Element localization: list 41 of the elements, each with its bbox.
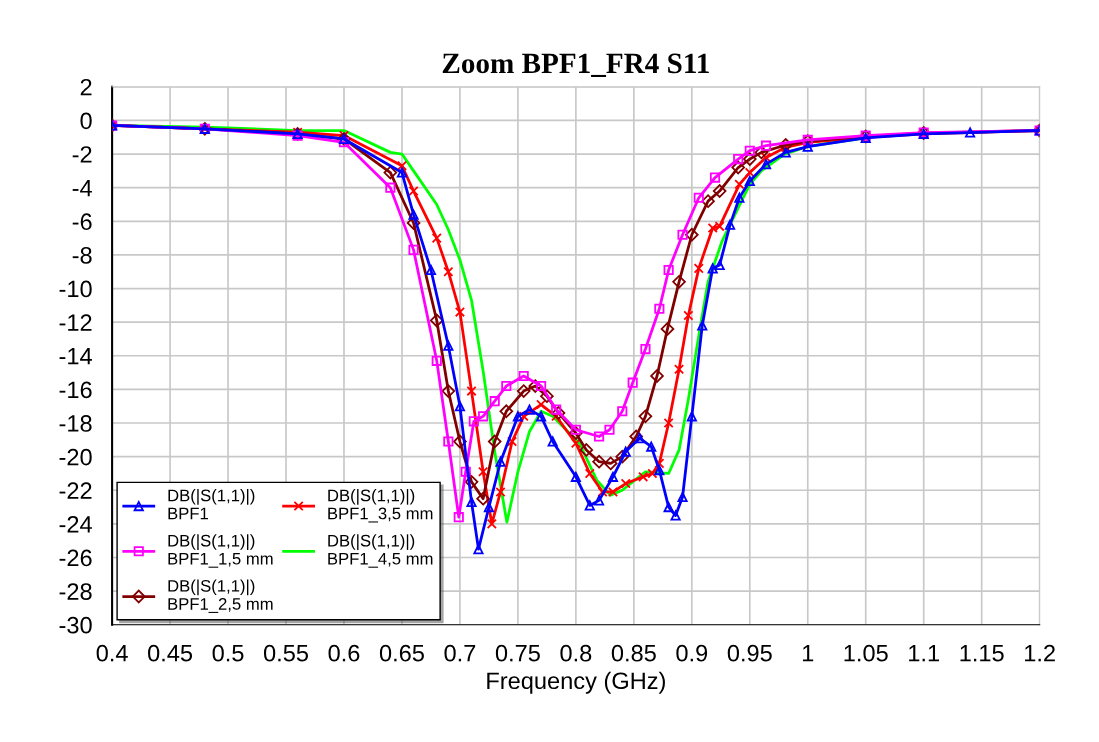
x-tick-label: 0.65: [379, 644, 424, 662]
x-tick-label: 0.5: [212, 644, 244, 662]
y-tick-label: -30: [59, 616, 92, 634]
y-tick-label: -4: [72, 179, 92, 197]
x-tick-label: 1.2: [1025, 644, 1055, 662]
legend-label: DB(|S(1,1)|) BPF1_1,5 mm: [168, 534, 273, 568]
x-tick-label: 1.15: [960, 645, 1004, 662]
legend-label: DB(|S(1,1)|) BPF1_2,5 mm: [168, 579, 273, 613]
y-tick-label: -6: [72, 213, 92, 231]
y-tick-label: 2: [80, 78, 92, 96]
y-tick-label: -24: [59, 515, 92, 533]
x-tick-label: 0.8: [560, 644, 592, 662]
y-tick-label: -10: [59, 280, 92, 298]
x-tick-label: 0.85: [611, 644, 656, 662]
x-tick-label: 1.1: [909, 645, 939, 662]
y-tick-label: -12: [59, 314, 92, 331]
y-tick-label: -28: [59, 583, 92, 600]
x-tick-label: 0.4: [96, 644, 128, 662]
chart-title: Zoom BPF1_FR4 S11: [442, 53, 709, 77]
x-tick-label: 0.75: [495, 644, 540, 662]
x-tick-label: 0.6: [328, 644, 360, 662]
legend-label: DB(|S(1,1)|) BPF1_3,5 mm: [328, 489, 433, 523]
y-tick-label: -26: [59, 549, 92, 567]
legend-label: DB(|S(1,1)|) BPF1_4,5 mm: [328, 534, 433, 568]
y-tick-label: -14: [59, 348, 92, 365]
x-tick-label: 1.05: [844, 644, 888, 662]
y-tick-label: -16: [59, 381, 92, 399]
y-tick-label: -8: [72, 246, 92, 264]
y-tick-label: 0: [80, 112, 92, 130]
x-tick-label: 0.45: [148, 644, 193, 662]
y-tick-label: -22: [59, 482, 92, 499]
y-tick-label: -20: [59, 448, 92, 466]
x-tick-label: 0.9: [676, 644, 708, 662]
x-tick-label: 0.7: [444, 644, 476, 662]
x-tick-label: 0.55: [263, 644, 308, 662]
x-tick-label: 0.95: [727, 644, 772, 662]
x-tick-label: 1: [803, 645, 814, 662]
y-tick-label: -2: [72, 146, 92, 163]
x-axis-title: Frequency (GHz): [487, 671, 665, 694]
legend-label: DB(|S(1,1)|) BPF1: [168, 489, 255, 520]
y-tick-label: -18: [59, 415, 92, 432]
